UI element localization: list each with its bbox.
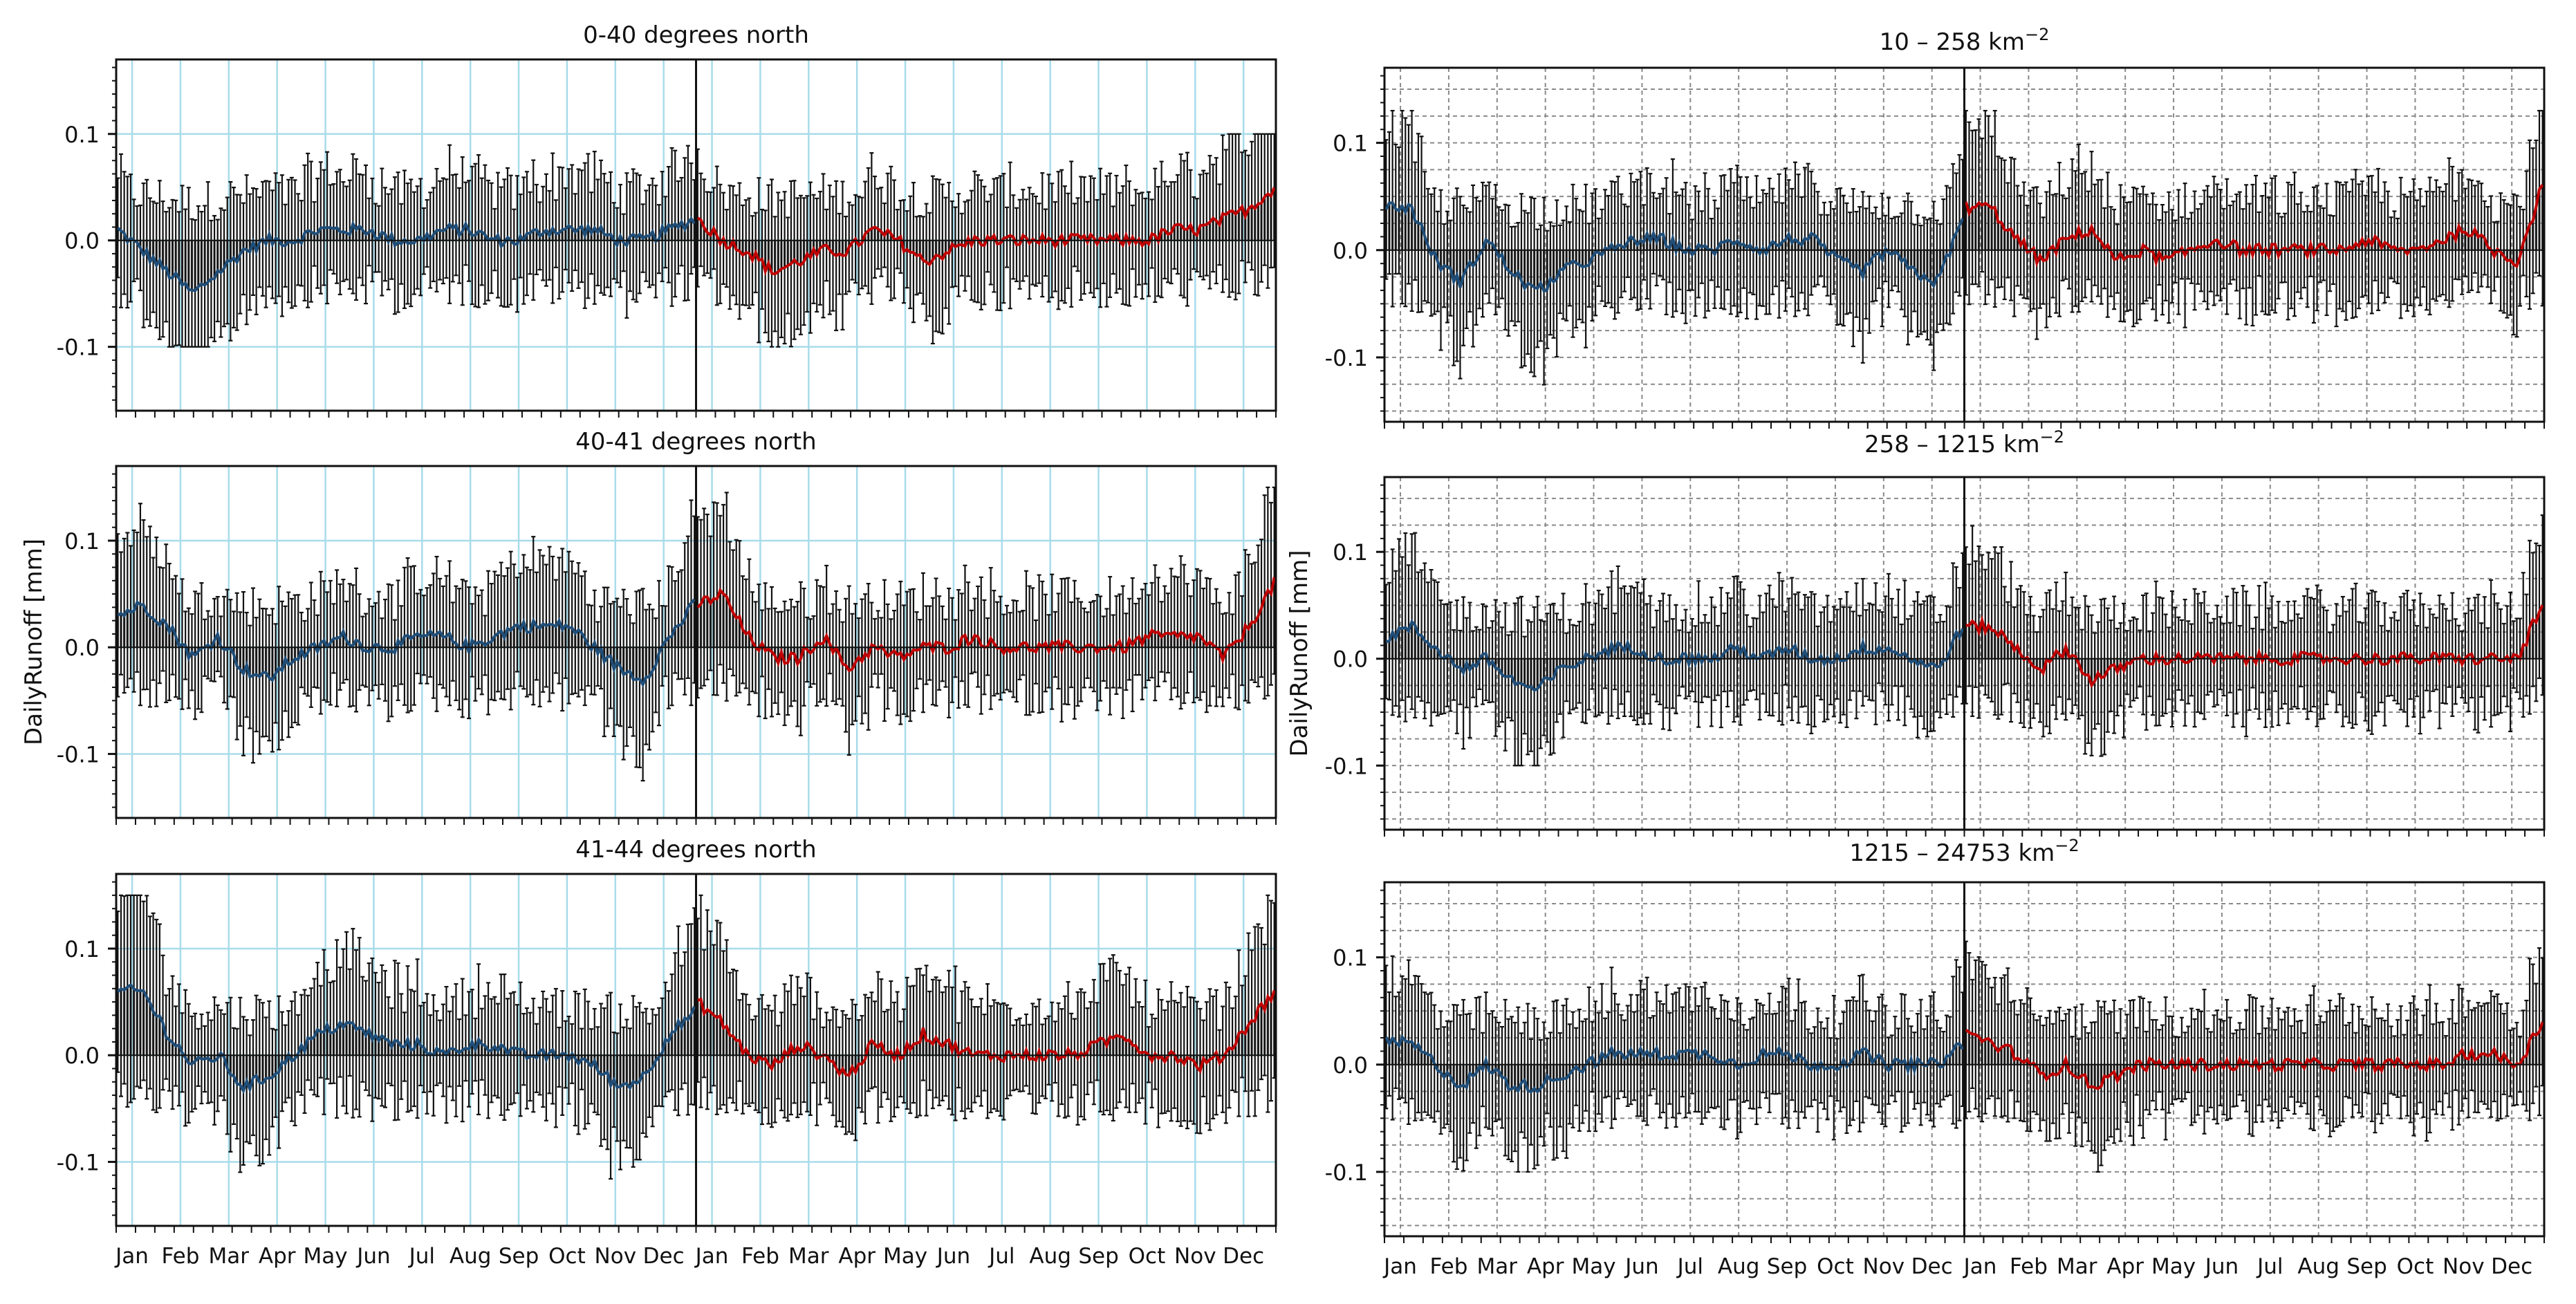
- month-label: Feb: [741, 1244, 779, 1269]
- month-label: Aug: [1029, 1244, 1071, 1269]
- mean-line-year2: [697, 989, 1276, 1077]
- month-label: Dec: [643, 1244, 685, 1269]
- panel-title: 41-44 degrees north: [575, 836, 816, 864]
- mean-line-year1: [117, 598, 696, 688]
- y-tick-label: 0.0: [64, 635, 100, 661]
- y-tick-label: 0.0: [64, 1043, 100, 1069]
- y-tick-label: 0.1: [64, 936, 100, 962]
- y-axis-label: DailyRunoff [mm]: [20, 539, 48, 745]
- y-tick-label: -0.1: [57, 335, 100, 361]
- panel-3: 0.1 0.0 -0.1 41-44 degrees north Jan Feb Mar Ap…: [57, 836, 1277, 1269]
- y-tick-label: -0.1: [57, 1149, 100, 1175]
- y-tick-label: 0.1: [64, 528, 100, 555]
- month-label: Nov: [1174, 1244, 1216, 1269]
- month-label: Jun: [355, 1244, 390, 1269]
- panel-title: 0-40 degrees north: [583, 21, 809, 49]
- month-label: Oct: [1129, 1244, 1166, 1269]
- month-label: Jul: [408, 1244, 435, 1269]
- mean-line-year1: [116, 216, 696, 292]
- month-label: Mar: [209, 1244, 250, 1269]
- y-tick-label: -0.1: [57, 741, 100, 767]
- month-label: Oct: [548, 1244, 586, 1269]
- panel-title: 40-41 degrees north: [575, 428, 816, 456]
- month-label: Apr: [259, 1244, 296, 1269]
- month-label: Sep: [1078, 1244, 1118, 1269]
- month-label: May: [883, 1244, 927, 1269]
- y-tick-label: 0.1: [64, 122, 100, 148]
- mean-line-year1: [116, 982, 696, 1095]
- panel-2: 0.1 0.0 -0.1 40-41 degrees north DailyRunoff…: [20, 428, 1277, 825]
- month-label: Jan: [114, 1244, 149, 1269]
- y-tick-label: 0.0: [64, 228, 100, 254]
- month-label: Mar: [788, 1244, 829, 1269]
- month-label: Jan: [694, 1244, 729, 1269]
- month-label: Sep: [499, 1244, 539, 1269]
- month-label: Feb: [161, 1244, 199, 1269]
- month-label: Nov: [595, 1244, 637, 1269]
- month-label: Jul: [988, 1244, 1014, 1269]
- month-label: May: [304, 1244, 348, 1269]
- panel-1: 0.1 0.0 -0.1 0-40 degrees north: [57, 21, 1277, 418]
- panel-4: 0.10.0-0.110 – 258 km−2: [1325, 25, 2546, 429]
- month-label: Apr: [838, 1244, 875, 1269]
- month-label: Jun: [936, 1244, 970, 1269]
- month-label: Dec: [1223, 1244, 1264, 1269]
- month-label: Aug: [450, 1244, 492, 1269]
